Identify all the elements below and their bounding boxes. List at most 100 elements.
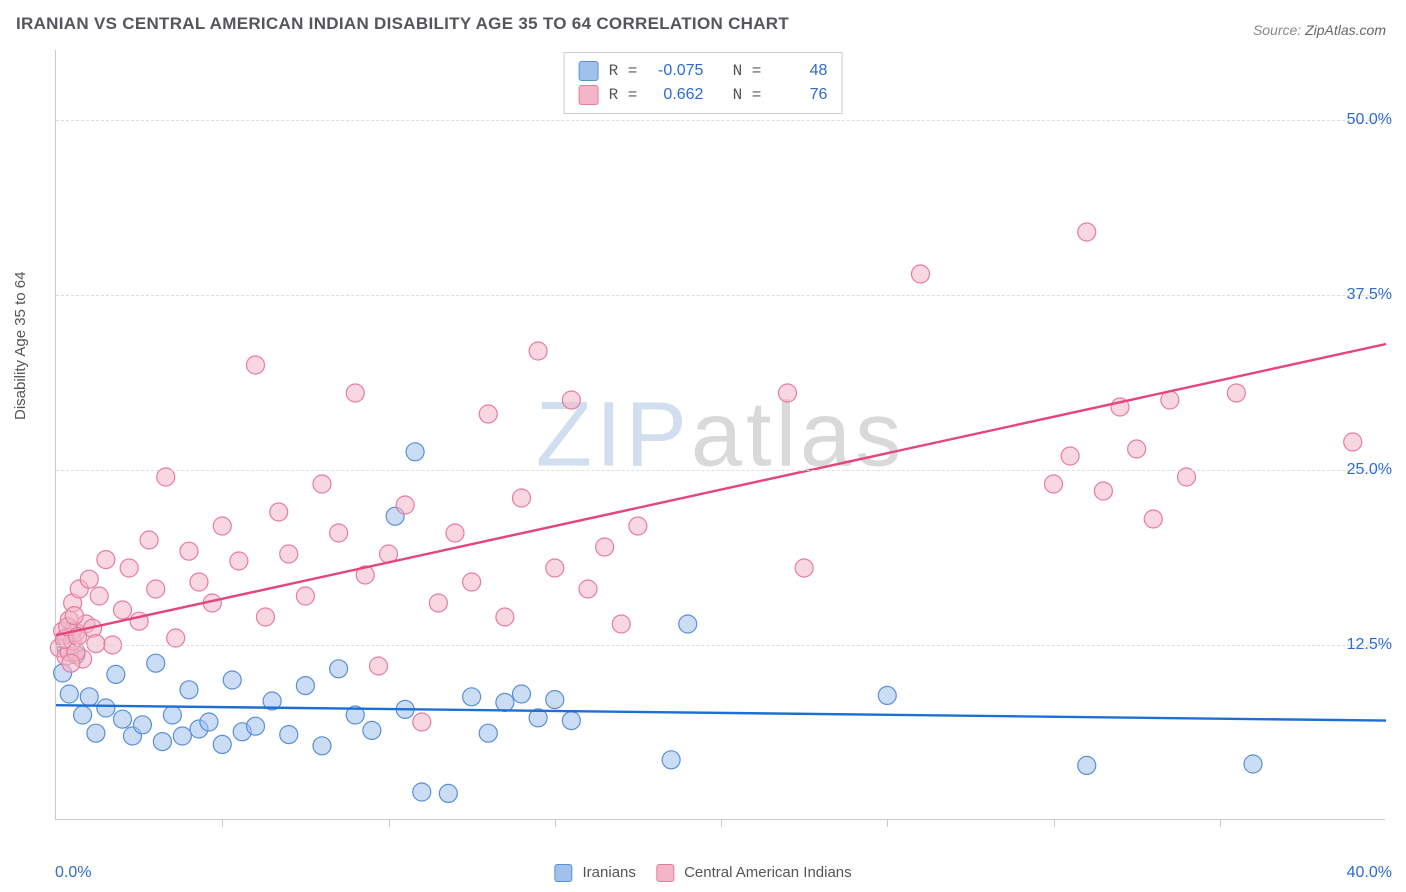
scatter-point [133,716,151,734]
scatter-point [114,710,132,728]
x-tick [222,819,223,827]
x-tick [1220,819,1221,827]
scatter-point [190,573,208,591]
scatter-point [562,712,580,730]
scatter-point [1227,384,1245,402]
stats-row-0: R = -0.075 N = 48 [579,59,828,83]
scatter-point [180,542,198,560]
scatter-point [463,688,481,706]
scatter-point [1144,510,1162,528]
scatter-point [1128,440,1146,458]
scatter-point [1078,756,1096,774]
stats-r-0: -0.075 [647,59,703,83]
scatter-point [330,660,348,678]
gridline-h [56,295,1385,296]
x-tick [887,819,888,827]
scatter-plot-svg [56,50,1385,819]
scatter-point [163,706,181,724]
scatter-point [296,677,314,695]
scatter-point [1061,447,1079,465]
legend-item-cai: Central American Indians [656,864,852,882]
scatter-point [1045,475,1063,493]
scatter-point [90,587,108,605]
scatter-point [223,671,241,689]
legend-label-iranians: Iranians [583,864,636,881]
scatter-point [479,724,497,742]
scatter-point [173,727,191,745]
scatter-point [1344,433,1362,451]
y-tick-label: 37.5% [1347,286,1392,304]
scatter-point [529,342,547,360]
scatter-point [97,551,115,569]
scatter-point [80,570,98,588]
stats-legend: R = -0.075 N = 48 R = 0.662 N = 76 [564,52,843,114]
scatter-point [413,783,431,801]
scatter-point [62,654,80,672]
scatter-point [446,524,464,542]
scatter-point [147,580,165,598]
scatter-point [147,654,165,672]
source-label: Source: [1253,22,1301,38]
scatter-point [80,688,98,706]
stats-row-1: R = 0.662 N = 76 [579,83,828,107]
scatter-point [346,384,364,402]
stats-n-0: 48 [771,59,827,83]
scatter-point [463,573,481,591]
x-tick [389,819,390,827]
scatter-point [313,737,331,755]
scatter-point [629,517,647,535]
x-tick [721,819,722,827]
stats-r-label-1: R = [609,83,638,107]
scatter-point [439,784,457,802]
scatter-point [313,475,331,493]
scatter-point [779,384,797,402]
scatter-point [230,552,248,570]
scatter-point [256,608,274,626]
scatter-point [270,503,288,521]
scatter-point [795,559,813,577]
stats-n-label-1: N = [713,83,761,107]
scatter-point [114,601,132,619]
scatter-point [496,693,514,711]
scatter-point [662,751,680,769]
gridline-h [56,120,1385,121]
y-tick-label: 25.0% [1347,461,1392,479]
source-attribution: Source: ZipAtlas.com [1253,22,1386,38]
scatter-point [296,587,314,605]
scatter-point [330,524,348,542]
scatter-point [247,356,265,374]
legend-swatch-iranians [554,864,572,882]
scatter-point [1094,482,1112,500]
x-tick [555,819,556,827]
scatter-point [74,706,92,724]
scatter-point [153,733,171,751]
legend-swatch-cai [656,864,674,882]
scatter-point [413,713,431,731]
x-tick-right: 40.0% [1347,864,1392,882]
chart-title: IRANIAN VS CENTRAL AMERICAN INDIAN DISAB… [16,14,789,34]
scatter-point [280,726,298,744]
scatter-point [429,594,447,612]
scatter-point [97,699,115,717]
trend-line [56,344,1386,635]
chart-container: IRANIAN VS CENTRAL AMERICAN INDIAN DISAB… [0,0,1406,892]
scatter-point [1078,223,1096,241]
scatter-point [406,443,424,461]
scatter-point [579,580,597,598]
scatter-point [513,489,531,507]
scatter-point [120,559,138,577]
scatter-point [247,717,265,735]
scatter-point [370,657,388,675]
scatter-point [912,265,930,283]
scatter-point [1244,755,1262,773]
scatter-point [596,538,614,556]
gridline-h [56,645,1385,646]
scatter-point [479,405,497,423]
scatter-point [213,735,231,753]
scatter-point [87,635,105,653]
scatter-point [562,391,580,409]
scatter-point [65,607,83,625]
stats-r-1: 0.662 [647,83,703,107]
scatter-point [679,615,697,633]
legend-label-cai: Central American Indians [684,864,852,881]
